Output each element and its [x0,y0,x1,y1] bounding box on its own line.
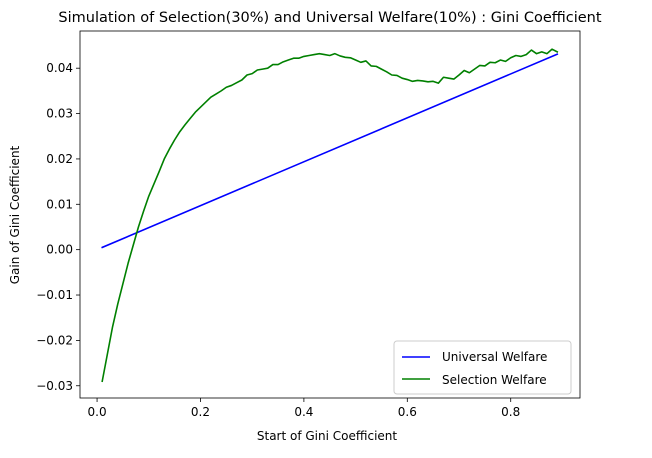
series-group [101,48,559,383]
y-tick-label: 0.03 [46,107,73,121]
x-tick-label: 0.4 [294,405,313,419]
x-axis-title: Start of Gini Coefficient [257,429,398,443]
legend-label-selection-welfare: Selection Welfare [442,373,547,387]
y-tick-label: 0.00 [46,243,73,257]
y-tick-label: −0.03 [36,379,73,393]
x-tick-label: 0.0 [88,405,107,419]
series-line-universal-welfare [101,53,559,249]
chart-title: Simulation of Selection(30%) and Univers… [58,10,601,26]
plot-frame [79,30,581,399]
y-tick-label: 0.01 [46,197,73,211]
legend-label-universal-welfare: Universal Welfare [442,350,547,364]
legend-box [393,340,572,395]
y-tick-label: 0.04 [46,61,73,75]
y-axis-title: Gain of Gini Coefficient [8,145,22,284]
x-tick-label: 0.8 [501,405,520,419]
x-tick-label: 0.6 [398,405,417,419]
series-line-selection-welfare [101,48,559,383]
plot-area: 0.0 0.2 0.4 0.6 0.8 −0.03 −0.02 −0.01 0.00 0.01 0… [36,30,581,419]
legend: Universal Welfare Selection Welfare [393,340,572,395]
y-tick-label: 0.02 [46,152,73,166]
y-tick-label: −0.01 [36,288,73,302]
x-axis-ticks: 0.0 0.2 0.4 0.6 0.8 [88,398,520,419]
y-axis-ticks: −0.03 −0.02 −0.01 0.00 0.01 0.02 0.03 0.04 [36,61,80,393]
x-tick-label: 0.2 [191,405,210,419]
y-tick-label: −0.02 [36,333,73,347]
